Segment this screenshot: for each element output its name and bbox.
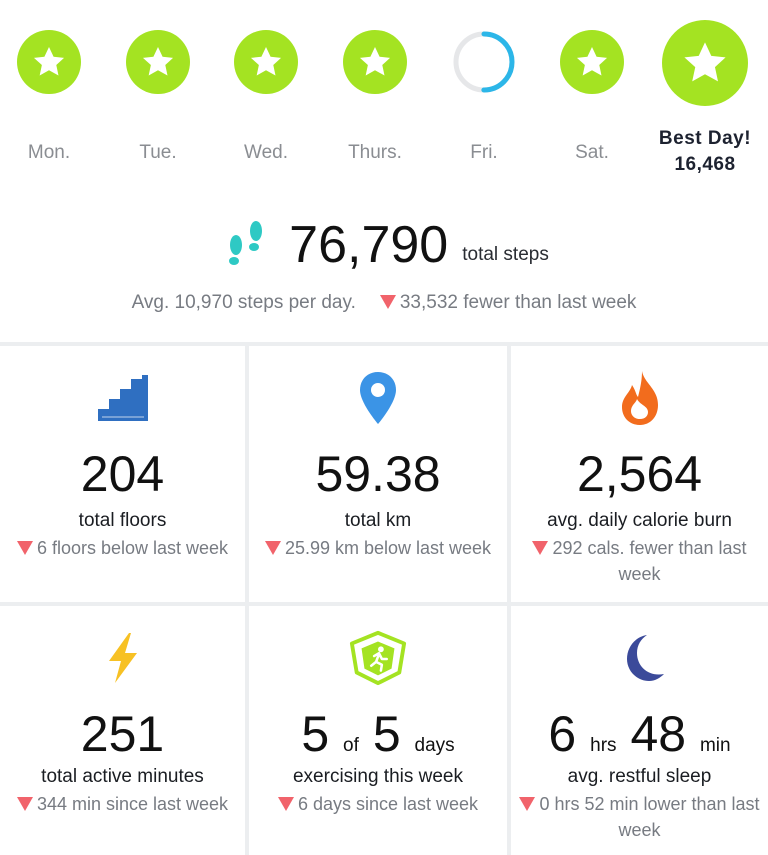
exercise-label: exercising this week xyxy=(292,766,464,787)
decrease-triangle-icon xyxy=(16,797,33,811)
exercise-days-done: 5 xyxy=(301,706,330,762)
sleep-delta: 0 hrs 52 min lower than last week xyxy=(519,791,760,843)
active-minutes-label: total active minutes xyxy=(41,766,204,787)
day-label: Tue. xyxy=(139,142,177,163)
sleep-label: avg. restful sleep xyxy=(567,766,712,787)
goal-star-badge-icon xyxy=(234,30,298,94)
best-day[interactable]: Best Day! 16,468 xyxy=(645,0,765,200)
sleep-minutes: 48 xyxy=(630,706,687,762)
decrease-triangle-icon xyxy=(379,295,396,309)
weekly-goal-row: Mon. Tue. Wed. Thurs. Fri. Sat. xyxy=(0,0,768,200)
decrease-triangle-icon xyxy=(532,541,549,555)
moon-icon xyxy=(610,628,670,688)
floors-label: total floors xyxy=(78,510,167,531)
sleep-tile[interactable]: 6 hrs 48 min avg. restful sleep 0 hrs 52… xyxy=(511,606,768,855)
floors-tile[interactable]: 204 total floors 6 floors below last wee… xyxy=(0,346,245,602)
best-day-star-icon xyxy=(662,20,748,106)
steps-summary: 76,790 total steps Avg. 10,970 steps per… xyxy=(0,200,768,342)
best-day-steps: 16,468 xyxy=(674,154,736,175)
day-tue[interactable]: Tue. xyxy=(103,0,213,200)
goal-star-badge-icon xyxy=(126,30,190,94)
sleep-delta-text: 0 hrs 52 min lower than last week xyxy=(539,794,760,840)
total-steps-value: 76,790 xyxy=(289,216,449,274)
exercise-days-unit: days xyxy=(414,735,455,756)
calories-delta-text: 292 cals. fewer than last week xyxy=(552,538,747,584)
lightning-bolt-icon xyxy=(93,628,153,688)
exercise-of-text: of xyxy=(343,735,359,756)
exercise-delta-text: 6 days since last week xyxy=(297,794,479,814)
day-sat[interactable]: Sat. xyxy=(537,0,647,200)
progress-ring-icon xyxy=(453,31,515,93)
calories-delta: 292 cals. fewer than last week xyxy=(519,535,760,587)
day-mon[interactable]: Mon. xyxy=(0,0,104,200)
decrease-triangle-icon xyxy=(519,797,536,811)
decrease-triangle-icon xyxy=(264,541,281,555)
sleep-hours: 6 xyxy=(548,706,577,762)
exercise-value: 5 of 5 days xyxy=(249,704,507,776)
flame-icon xyxy=(610,368,670,428)
sleep-min-unit: min xyxy=(699,735,731,756)
stats-grid: 204 total floors 6 floors below last wee… xyxy=(0,342,768,855)
distance-tile[interactable]: 59.38 total km 25.99 km below last week xyxy=(249,346,507,602)
distance-value: 59.38 xyxy=(315,446,441,502)
goal-star-badge-icon xyxy=(17,30,81,94)
day-fri[interactable]: Fri. xyxy=(429,0,539,200)
floors-delta-text: 6 floors below last week xyxy=(36,538,229,558)
distance-delta-text: 25.99 km below last week xyxy=(284,538,492,558)
steps-change: 33,532 fewer than last week xyxy=(379,292,637,314)
goal-star-badge-icon xyxy=(343,30,407,94)
day-label: Thurs. xyxy=(348,142,402,163)
day-label: Sat. xyxy=(575,142,609,163)
day-label: Wed. xyxy=(243,142,288,163)
exercise-delta: 6 days since last week xyxy=(257,791,499,817)
footprints-icon xyxy=(229,221,263,265)
stairs-icon xyxy=(93,368,153,428)
calories-label: avg. daily calorie burn xyxy=(547,510,732,531)
goal-star-badge-icon xyxy=(560,30,624,94)
total-steps-unit: total steps xyxy=(462,244,549,265)
active-minutes-delta: 344 min since last week xyxy=(8,791,237,817)
exercise-tile[interactable]: 5 of 5 days exercising this week 6 days … xyxy=(249,606,507,855)
day-wed[interactable]: Wed. xyxy=(211,0,321,200)
active-minutes-value: 251 xyxy=(80,706,165,762)
calories-tile[interactable]: 2,564 avg. daily calorie burn 292 cals. … xyxy=(511,346,768,602)
exercise-days-goal: 5 xyxy=(372,706,401,762)
floors-delta: 6 floors below last week xyxy=(8,535,237,561)
location-pin-icon xyxy=(348,368,408,428)
sleep-value: 6 hrs 48 min xyxy=(511,704,768,776)
distance-label: total km xyxy=(344,510,412,531)
day-label: Fri. xyxy=(470,142,498,163)
floors-value: 204 xyxy=(80,446,165,502)
average-steps: Avg. 10,970 steps per day. xyxy=(131,292,356,313)
best-day-label: Best Day! xyxy=(658,128,752,149)
decrease-triangle-icon xyxy=(277,797,294,811)
runner-badge-icon xyxy=(348,628,408,688)
steps-change-text: 33,532 fewer than last week xyxy=(399,292,637,313)
active-minutes-delta-text: 344 min since last week xyxy=(36,794,229,814)
distance-delta: 25.99 km below last week xyxy=(257,535,499,561)
calories-value: 2,564 xyxy=(576,446,703,502)
active-minutes-tile[interactable]: 251 total active minutes 344 min since l… xyxy=(0,606,245,855)
day-label: Mon. xyxy=(27,142,71,163)
sleep-hrs-unit: hrs xyxy=(590,735,617,756)
decrease-triangle-icon xyxy=(16,541,33,555)
day-thurs[interactable]: Thurs. xyxy=(320,0,430,200)
